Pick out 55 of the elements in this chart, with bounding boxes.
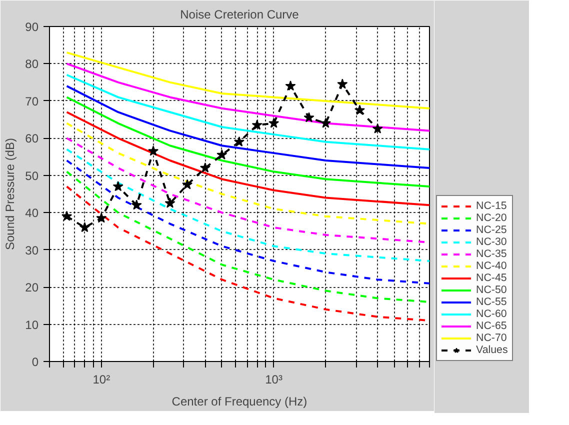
point bbox=[182, 179, 193, 190]
line-series bbox=[66, 62, 430, 132]
point bbox=[96, 212, 107, 223]
legend-label: NC-65 bbox=[476, 320, 507, 332]
chart-title: Noise Creterion Curve bbox=[180, 8, 300, 22]
y-axis-title: Sound Pressure (dB) bbox=[3, 138, 18, 250]
y-tick-label: 10 bbox=[25, 318, 39, 332]
legend-label: NC-15 bbox=[476, 200, 507, 212]
legend-label: NC-60 bbox=[476, 308, 507, 320]
point bbox=[234, 136, 244, 146]
legend-label: NC-20 bbox=[476, 212, 507, 224]
y-tick-label: 90 bbox=[25, 20, 39, 34]
line-series bbox=[66, 85, 430, 169]
line-series bbox=[66, 111, 430, 206]
line-series bbox=[66, 148, 430, 262]
point bbox=[131, 200, 142, 210]
point bbox=[62, 210, 72, 221]
legend-label: NC-40 bbox=[476, 260, 507, 272]
legend-label: NC-30 bbox=[476, 236, 507, 248]
y-tick-label: 40 bbox=[25, 206, 39, 220]
legend-label: NC-35 bbox=[476, 248, 507, 260]
y-tick-label: 0 bbox=[32, 355, 39, 369]
point bbox=[285, 80, 296, 91]
y-tick-label: 60 bbox=[25, 132, 39, 146]
point bbox=[354, 104, 365, 115]
legend-label: NC-25 bbox=[476, 224, 507, 236]
legend-label: NC-50 bbox=[476, 284, 507, 296]
legend-label: NC-70 bbox=[476, 332, 507, 344]
legend-label: Values bbox=[476, 344, 508, 356]
point bbox=[112, 181, 124, 192]
point bbox=[337, 78, 348, 89]
point bbox=[79, 222, 90, 232]
legend-label: NC-45 bbox=[476, 272, 507, 284]
line-series bbox=[66, 74, 430, 150]
y-tick-label: 80 bbox=[25, 57, 39, 72]
point bbox=[372, 123, 383, 134]
legend-label: NC-55 bbox=[476, 296, 507, 308]
point bbox=[164, 198, 176, 208]
point bbox=[148, 146, 159, 156]
point bbox=[200, 162, 210, 172]
line-series bbox=[66, 96, 430, 188]
y-tick-label: 30 bbox=[25, 243, 39, 258]
line-series bbox=[66, 160, 430, 284]
point bbox=[304, 112, 314, 122]
x-tick-label: 10³ bbox=[265, 372, 282, 386]
point bbox=[268, 118, 280, 128]
x-axis-title: Center of Frequency (Hz) bbox=[172, 394, 308, 408]
point bbox=[252, 120, 262, 130]
point bbox=[320, 118, 331, 128]
y-tick-label: 70 bbox=[25, 94, 39, 108]
y-tick-label: 50 bbox=[25, 168, 39, 183]
point bbox=[216, 149, 228, 160]
line-series bbox=[66, 52, 430, 110]
y-tick-label: 20 bbox=[25, 280, 39, 295]
x-tick-label: 10² bbox=[92, 372, 110, 386]
